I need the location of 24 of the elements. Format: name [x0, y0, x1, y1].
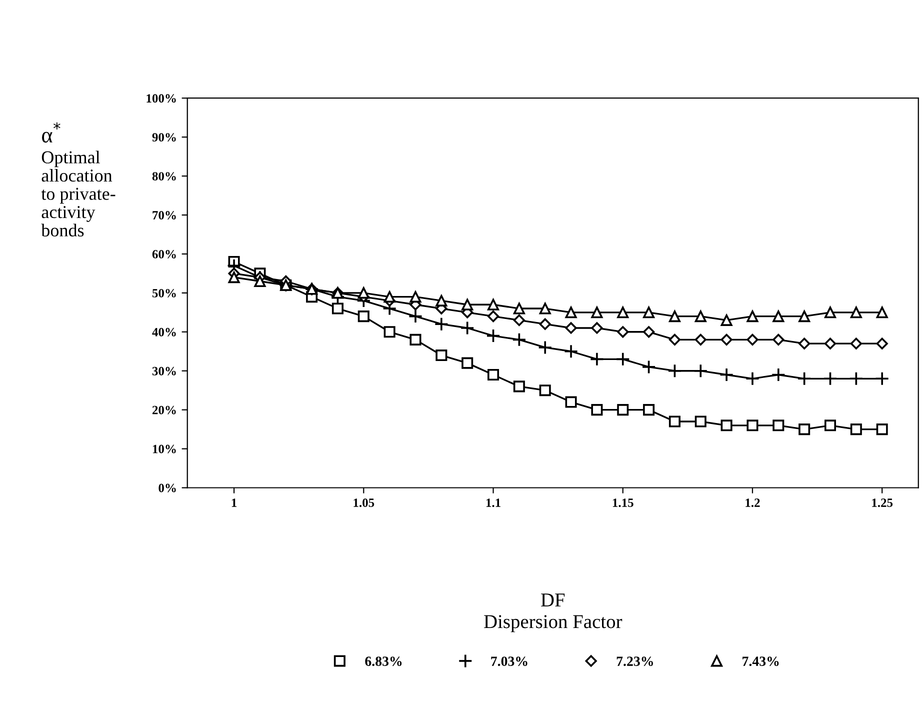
x-tick-label: 1.2	[746, 498, 760, 508]
y-tick-label: 60%	[152, 250, 176, 258]
x-tick-label: 1.15	[612, 498, 634, 508]
y-tick-label: 40%	[152, 328, 176, 336]
text: α$^{*}$	[42, 122, 60, 143]
y-tick-label: 10%	[152, 444, 176, 454]
y-tick-label: 30%	[152, 366, 176, 376]
x-tick-label: 1.1	[486, 498, 500, 508]
x-tick-label: 1.05	[354, 498, 374, 508]
y-tick-label: 100%	[146, 94, 176, 103]
legend-label: 6.83%	[365, 656, 402, 666]
y-tick-label: 80%	[152, 172, 176, 181]
legend-label: 7.23%	[616, 656, 653, 666]
x-axis-title: DF Dispersion Factor	[484, 594, 622, 632]
x-tick-label: 1	[232, 498, 237, 507]
y-axis-title: Optimal allocation to private- activity bonds	[41, 150, 116, 236]
y-tick-label: 0%	[158, 484, 176, 492]
legend-label: 7.03%	[491, 656, 528, 666]
y-tick-label: 50%	[152, 288, 176, 298]
y-tick-label: 70%	[152, 211, 176, 220]
x-tick-label: 1.25	[872, 498, 893, 508]
legend-label: 7.43%	[742, 656, 779, 666]
y-tick-label: 90%	[152, 133, 176, 142]
y-tick-label: 20%	[152, 406, 176, 414]
